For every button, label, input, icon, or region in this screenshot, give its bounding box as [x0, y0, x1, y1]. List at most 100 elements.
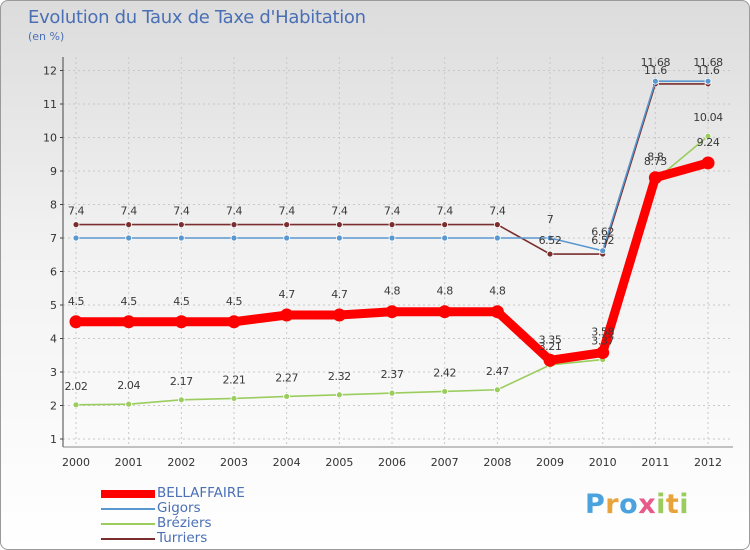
data-label-brziers-2001: 2.04: [117, 379, 140, 392]
grid-layer: [63, 57, 733, 447]
point-bellaffaire-2009: [543, 353, 557, 367]
point-turriers-2002: [177, 221, 185, 229]
brand-letter-6: i: [679, 489, 690, 520]
data-label-bellaffaire-2000: 4.5: [68, 295, 85, 308]
x-tick-label-2012: 2012: [694, 456, 722, 469]
legend-item-gigors: Gigors: [101, 500, 301, 517]
y-tick-label-11: 11: [43, 98, 57, 111]
data-label-turriers-2003: 7.4: [226, 205, 243, 218]
brand-letter-1: r: [605, 489, 620, 520]
x-tick-label-2000: 2000: [62, 456, 90, 469]
chart-subtitle: (en %): [28, 30, 65, 43]
y-tick-label-10: 10: [43, 132, 57, 145]
point-brziers-2002: [177, 396, 185, 404]
data-label-bellaffaire-2009: 3.35: [539, 333, 562, 346]
y-tick-label-5: 5: [50, 299, 57, 312]
data-label-brziers-2008: 2.47: [486, 365, 509, 378]
x-tick-label-2001: 2001: [115, 456, 143, 469]
point-turriers-2007: [441, 221, 449, 229]
data-label-gigors-2010: 6.62: [591, 226, 614, 239]
data-label-turriers-2002: 7.4: [173, 205, 190, 218]
point-gigors-2004: [283, 234, 291, 242]
data-label-turriers-2001: 7.4: [121, 205, 138, 218]
legend-item-bellaffaire: BELLAFFAIRE: [101, 485, 301, 502]
data-label-brziers-2002: 2.17: [170, 375, 193, 388]
data-label-gigors-2009: 7: [547, 213, 554, 226]
x-tick-label-2011: 2011: [641, 456, 669, 469]
point-bellaffaire-2010: [596, 346, 610, 360]
legend: BELLAFFAIRE Gigors Bréziers Turriers: [101, 485, 301, 547]
point-bellaffaire-2006: [385, 305, 399, 319]
brand-letter-4: i: [656, 489, 666, 520]
data-label-bellaffaire-2003: 4.5: [226, 295, 243, 308]
data-label-gigors-2012: 11.68: [693, 56, 723, 69]
x-tick-label-2004: 2004: [273, 456, 301, 469]
x-tick-label-2009: 2009: [536, 456, 564, 469]
data-label-bellaffaire-2011: 8.8: [647, 151, 664, 164]
data-label-brziers-2005: 2.32: [328, 370, 351, 383]
point-gigors-2003: [230, 234, 238, 242]
point-gigors-2008: [493, 234, 501, 242]
point-gigors-2001: [125, 234, 133, 242]
y-tick-label-3: 3: [50, 366, 57, 379]
legend-item-breziers: Bréziers: [101, 515, 301, 532]
y-tick-label-9: 9: [50, 165, 57, 178]
point-bellaffaire-2007: [438, 305, 452, 319]
series-line-brziers: [75, 135, 709, 406]
data-label-brziers-2003: 2.21: [223, 373, 246, 386]
point-brziers-2008: [493, 386, 501, 394]
legend-label-gigors: Gigors: [157, 500, 201, 516]
data-label-turriers-2010: 6.52: [591, 234, 614, 247]
data-label-brziers-2000: 2.02: [65, 380, 88, 393]
data-label-turriers-2007: 7.4: [437, 205, 454, 218]
legend-label-turriers: Turriers: [157, 530, 208, 546]
data-label-turriers-2000: 7.4: [68, 205, 85, 218]
x-tick-label-2003: 2003: [220, 456, 248, 469]
data-label-turriers-2005: 7.4: [331, 205, 348, 218]
data-label-bellaffaire-2004: 4.7: [279, 288, 296, 301]
brand-letter-3: x: [638, 489, 657, 520]
point-brziers-2005: [335, 391, 343, 399]
point-bellaffaire-2002: [174, 315, 188, 329]
y-tick-label-6: 6: [50, 266, 57, 279]
brand-letter-5: t: [665, 489, 680, 520]
point-brziers-2004: [283, 393, 291, 400]
point-turriers-2004: [283, 221, 291, 229]
brand-letter-0: P: [585, 489, 606, 520]
y-tick-label-8: 8: [50, 199, 57, 212]
data-label-bellaffaire-2012: 9.24: [697, 136, 720, 149]
data-label-turriers-2004: 7.4: [279, 205, 296, 218]
x-tick-label-2005: 2005: [325, 456, 353, 469]
point-turriers-2006: [388, 221, 396, 229]
data-label-turriers-2008: 7.4: [489, 205, 506, 218]
y-tick-label-7: 7: [50, 232, 57, 245]
point-bellaffaire-2004: [280, 308, 294, 322]
point-turriers-2005: [335, 221, 343, 229]
x-tick-label-2010: 2010: [589, 456, 617, 469]
point-gigors-2011: [651, 77, 659, 85]
point-gigors-2012: [704, 77, 712, 85]
legend-item-turriers: Turriers: [101, 530, 301, 547]
point-bellaffaire-2011: [648, 171, 662, 185]
data-label-brziers-2009: 3.21: [539, 340, 562, 353]
data-label-bellaffaire-2008: 4.8: [489, 285, 506, 298]
point-brziers-2006: [388, 389, 396, 397]
data-label-bellaffaire-2007: 4.8: [437, 285, 454, 298]
data-label-brziers-2004: 2.27: [275, 371, 298, 384]
point-gigors-2000: [72, 234, 80, 242]
point-bellaffaire-2000: [69, 315, 83, 329]
legend-label-bellaffaire: BELLAFFAIRE: [157, 485, 245, 501]
x-tick-label-2006: 2006: [378, 456, 406, 469]
y-tick-label-12: 12: [43, 65, 57, 78]
data-label-brziers-2011: 8.73: [644, 155, 667, 168]
point-gigors-2006: [388, 234, 396, 242]
data-label-brziers-2012: 10.04: [693, 111, 723, 124]
y-tick-label-1: 1: [50, 433, 57, 446]
data-label-turriers-2012: 11.6: [697, 64, 720, 77]
point-gigors-2009: [546, 234, 554, 242]
legend-label-breziers: Bréziers: [157, 515, 212, 531]
data-label-turriers-2006: 7.4: [384, 205, 401, 218]
point-brziers-2000: [72, 401, 80, 409]
